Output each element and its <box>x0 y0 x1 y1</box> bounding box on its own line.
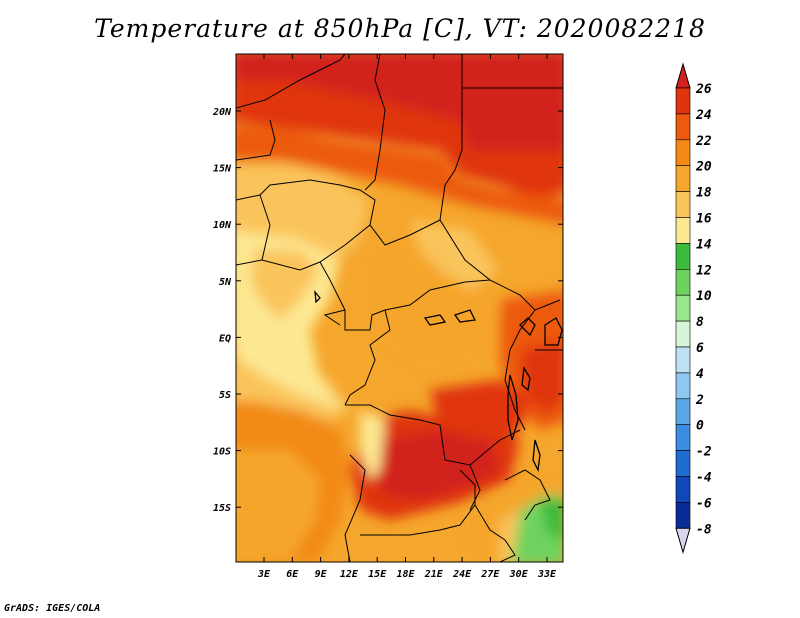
colorbar-label: 26 <box>695 82 712 97</box>
colorbar-bin <box>675 87 691 115</box>
axis-ticks: 3E 6E 9E 12E 15E 18E 21E 24E 27E 30E 33E 20N 15N 10N 5… <box>212 54 563 580</box>
y-tick-label: EQ <box>219 333 231 344</box>
y-tick-label: 5N <box>219 277 232 288</box>
colorbar-label: -4 <box>696 471 712 486</box>
colorbar-bin <box>675 268 691 296</box>
colorbar-label: 12 <box>696 263 712 278</box>
x-tick-label: 6E <box>286 569 299 580</box>
x-tick-label: 21E <box>424 569 444 580</box>
x-tick-label: 30E <box>509 569 529 580</box>
y-tick-label: 10N <box>213 220 232 231</box>
colorbar-bin <box>675 191 691 218</box>
colorbar-label: 10 <box>696 289 712 304</box>
x-tick-label: 15E <box>368 569 387 580</box>
colorbar-label: 2 <box>695 393 704 408</box>
colorbar-bin <box>675 476 691 503</box>
colorbar-bin <box>675 243 691 270</box>
colorbar-label: 0 <box>696 419 704 434</box>
colorbar-bin <box>675 113 691 141</box>
colorbar-label: 14 <box>696 237 712 252</box>
x-tick-label: 12E <box>340 569 359 580</box>
colorbar-bin <box>675 139 691 167</box>
x-tick-label: 27E <box>480 569 500 580</box>
colorbar-label: 18 <box>696 186 712 201</box>
colorbar-bin <box>675 346 691 374</box>
colorbar-bin <box>675 450 691 477</box>
y-tick-label: 15N <box>213 164 232 175</box>
colorbar-bin <box>675 502 691 529</box>
chart-title: Temperature at 850hPa [C], VT: 202008221… <box>94 14 706 43</box>
footer-credit: GrADS: IGES/COLA <box>4 603 101 614</box>
colorbar-bin <box>675 398 691 425</box>
colorbar-bin <box>675 217 691 244</box>
x-tick-label: 33E <box>537 569 557 580</box>
colorbar-bin <box>675 320 691 348</box>
colorbar-label: 8 <box>696 315 704 330</box>
y-tick-label: 20N <box>212 107 232 118</box>
x-tick-label: 18E <box>396 569 415 580</box>
x-tick-label: 9E <box>315 569 328 580</box>
y-tick-label: 5S <box>219 390 231 401</box>
x-tick-label: 3E <box>257 569 271 580</box>
country-borders <box>236 54 563 562</box>
y-tick-label: 15S <box>213 503 231 514</box>
colorbar-label: 6 <box>696 341 704 356</box>
colorbar-label: 20 <box>695 160 712 175</box>
colorbar-label: 4 <box>696 367 704 382</box>
x-tick-label: 24E <box>452 569 472 580</box>
lakes <box>314 289 563 473</box>
map-frame <box>235 53 564 563</box>
colorbar-top-arrow <box>675 62 691 89</box>
colorbar-label: 24 <box>695 108 712 123</box>
colorbar-bin <box>675 165 691 192</box>
colorbar-label: -8 <box>696 522 712 537</box>
colorbar-bin <box>675 424 691 451</box>
colorbar-label: -6 <box>696 496 712 511</box>
temperature-field <box>236 54 563 562</box>
colorbar-bottom-arrow <box>675 527 691 555</box>
colorbar-label: -2 <box>696 445 712 460</box>
colorbar-bin <box>675 372 691 400</box>
colorbar-bin <box>675 294 691 322</box>
y-tick-label: 10S <box>213 447 231 458</box>
colorbar-label: 16 <box>696 212 712 227</box>
colorbar-label: 22 <box>695 134 712 149</box>
